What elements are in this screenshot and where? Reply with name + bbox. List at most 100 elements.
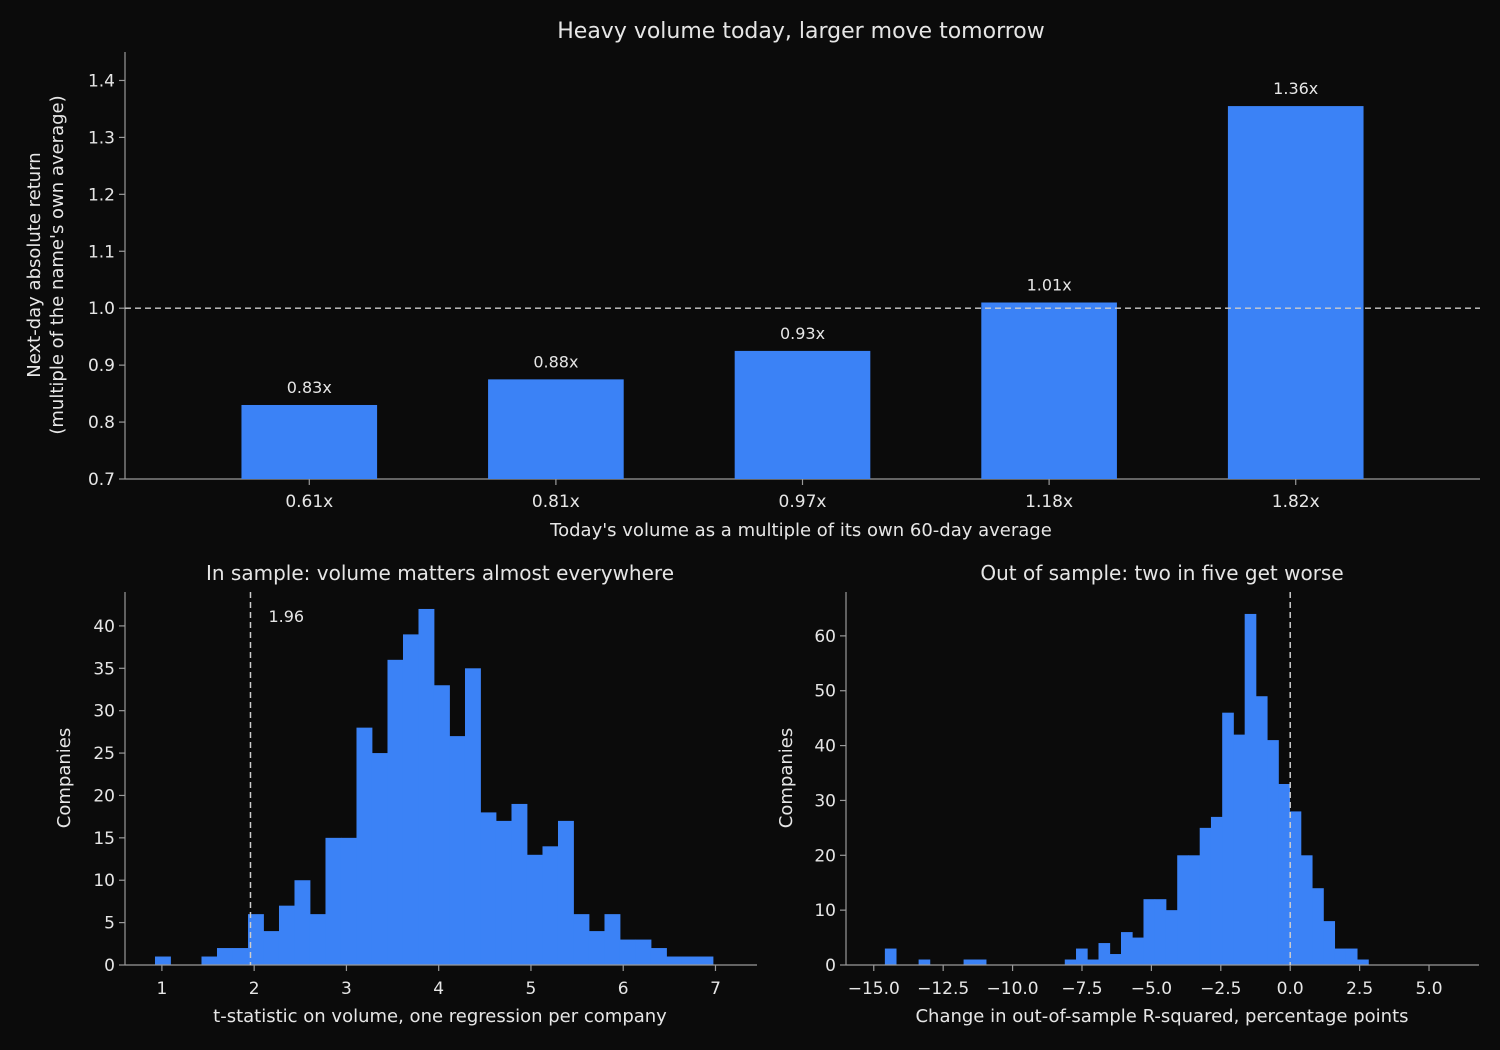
- in-sample-bin-bar: [154, 956, 171, 965]
- out-of-sample-xtick-label: −7.5: [1061, 979, 1102, 999]
- in-sample-bin-bar: [604, 914, 621, 965]
- out-of-sample-xlabel: Change in out-of-sample R-squared, perce…: [915, 1006, 1408, 1027]
- in-sample-reference-label: 1.96: [268, 607, 304, 626]
- out-of-sample-title: Out of sample: two in five get worse: [980, 561, 1343, 585]
- in-sample-bin-bar: [371, 753, 388, 965]
- out-of-sample-xtick-label: −15.0: [848, 979, 900, 999]
- out-of-sample-ytick-label: 40: [814, 737, 836, 757]
- out-of-sample-xtick-label: 2.5: [1346, 979, 1373, 999]
- out-of-sample-ytick-label: 20: [814, 846, 836, 866]
- in-sample-ytick-label: 35: [93, 659, 115, 679]
- top-chart-bar: [241, 404, 378, 479]
- in-sample-ylabel: Companies: [54, 728, 75, 828]
- in-sample-bin-bar: [635, 939, 652, 965]
- out-of-sample-bin-bar: [1244, 613, 1257, 965]
- in-sample-bin-bar: [433, 685, 450, 965]
- top-chart-bar-value-label: 0.88x: [533, 352, 578, 371]
- in-sample-bin-bar: [697, 956, 714, 965]
- out-of-sample-ytick-label: 10: [814, 901, 836, 921]
- out-of-sample-bin-bar: [1345, 948, 1358, 965]
- out-of-sample-bin-bar: [1233, 734, 1246, 965]
- out-of-sample-xtick-label: 5.0: [1416, 979, 1443, 999]
- out-of-sample-bin-bar: [1120, 932, 1133, 965]
- top-chart-bar-value-label: 1.01x: [1027, 276, 1072, 295]
- in-sample-bin-bar: [247, 914, 264, 965]
- in-sample-bin-bar: [232, 948, 249, 965]
- out-of-sample-bin-bar: [1300, 855, 1313, 965]
- out-of-sample-bin-bar: [1267, 740, 1279, 965]
- top-chart-bar-value-label: 1.36x: [1273, 79, 1318, 98]
- top-chart-ytick-label: 1.0: [88, 299, 115, 319]
- top-chart-title: Heavy volume today, larger move tomorrow: [557, 19, 1045, 44]
- in-sample-bin-bar: [480, 812, 497, 965]
- in-sample-bin-bar: [325, 837, 342, 965]
- in-sample-bin-bar: [309, 914, 326, 965]
- top-chart-bar-value-label: 0.83x: [287, 378, 332, 397]
- top-chart-xtick-label: 0.61x: [285, 492, 333, 512]
- in-sample-bin-bar: [464, 668, 481, 965]
- in-sample-ytick-label: 25: [93, 744, 115, 764]
- in-sample-xtick-label: 3: [341, 979, 352, 999]
- out-of-sample-bin-bar: [1064, 959, 1077, 965]
- in-sample-bin-bar: [588, 931, 605, 965]
- out-of-sample-ytick-label: 50: [814, 682, 836, 702]
- out-of-sample-xtick-label: −2.5: [1200, 979, 1241, 999]
- top-chart-ytick-label: 1.3: [88, 128, 115, 148]
- in-sample-bin-bar: [263, 931, 280, 965]
- in-sample-bin-bar: [201, 956, 218, 965]
- in-sample-title: In sample: volume matters almost everywh…: [206, 561, 674, 585]
- out-of-sample-bin-bar: [1154, 899, 1167, 965]
- out-of-sample-bin-bar: [1278, 783, 1291, 965]
- top-chart-bar: [1227, 106, 1364, 479]
- in-sample-bin-bar: [666, 956, 683, 965]
- in-sample-bin-bar: [619, 939, 636, 965]
- out-of-sample-bin-bar: [1210, 816, 1223, 965]
- top-chart-ytick-label: 0.7: [88, 470, 115, 490]
- in-sample-ytick-label: 30: [93, 702, 115, 722]
- top-chart-ytick-label: 1.4: [88, 71, 115, 91]
- in-sample-xtick-label: 2: [249, 979, 260, 999]
- in-sample-xtick-label: 5: [526, 979, 537, 999]
- out-of-sample-bin-bar: [918, 959, 931, 965]
- out-of-sample-bin-bar: [1188, 855, 1201, 965]
- out-of-sample-bin-bar: [1199, 827, 1212, 965]
- out-of-sample-bin-bar: [1177, 855, 1189, 965]
- in-sample-bin-bar: [356, 727, 373, 965]
- in-sample-bin-bar: [573, 914, 590, 965]
- out-of-sample-bin-bar: [884, 948, 897, 965]
- out-of-sample-bin-bar: [1098, 943, 1111, 965]
- out-of-sample-bin-bar: [1087, 959, 1099, 965]
- out-of-sample-ytick-label: 30: [814, 791, 836, 811]
- in-sample-bin-bar: [542, 846, 559, 965]
- in-sample-bin-bar: [526, 854, 543, 965]
- in-sample-ytick-label: 10: [93, 871, 115, 891]
- out-of-sample-ytick-label: 60: [814, 627, 836, 647]
- out-of-sample-bin-bar: [1289, 811, 1302, 965]
- in-sample-bin-bar: [294, 880, 311, 965]
- in-sample-bin-bar: [387, 659, 404, 965]
- top-chart-xtick-label: 0.81x: [532, 492, 580, 512]
- out-of-sample-bin-bar: [1076, 948, 1088, 965]
- in-sample-ytick-label: 5: [104, 914, 115, 934]
- out-of-sample-histogram: Out of sample: two in five get worse Com…: [776, 561, 1479, 1027]
- top-chart-ylabel-line1: Next-day absolute return: [24, 152, 45, 377]
- top-chart-bar-value-label: 0.93x: [780, 324, 825, 343]
- top-chart-bar: [488, 379, 624, 479]
- in-sample-ytick-label: 0: [104, 956, 115, 976]
- top-chart-bar: [734, 350, 871, 479]
- in-sample-bin-bar: [340, 837, 357, 965]
- in-sample-bin-bar: [278, 905, 295, 965]
- top-chart-ytick-label: 0.9: [88, 356, 115, 376]
- in-sample-bin-bar: [216, 948, 233, 965]
- top-chart-xtick-label: 1.82x: [1272, 492, 1320, 512]
- in-sample-bin-bar: [418, 608, 435, 965]
- out-of-sample-ytick-label: 0: [825, 956, 836, 976]
- out-of-sample-bin-bar: [1222, 712, 1234, 965]
- in-sample-bin-bar: [495, 820, 512, 965]
- out-of-sample-bin-bar: [1357, 959, 1369, 965]
- in-sample-xlabel: t-statistic on volume, one regression pe…: [213, 1006, 667, 1027]
- out-of-sample-bin-bar: [1255, 696, 1268, 965]
- out-of-sample-bin-bar: [1143, 899, 1156, 965]
- top-chart-xlabel: Today's volume as a multiple of its own …: [549, 520, 1052, 541]
